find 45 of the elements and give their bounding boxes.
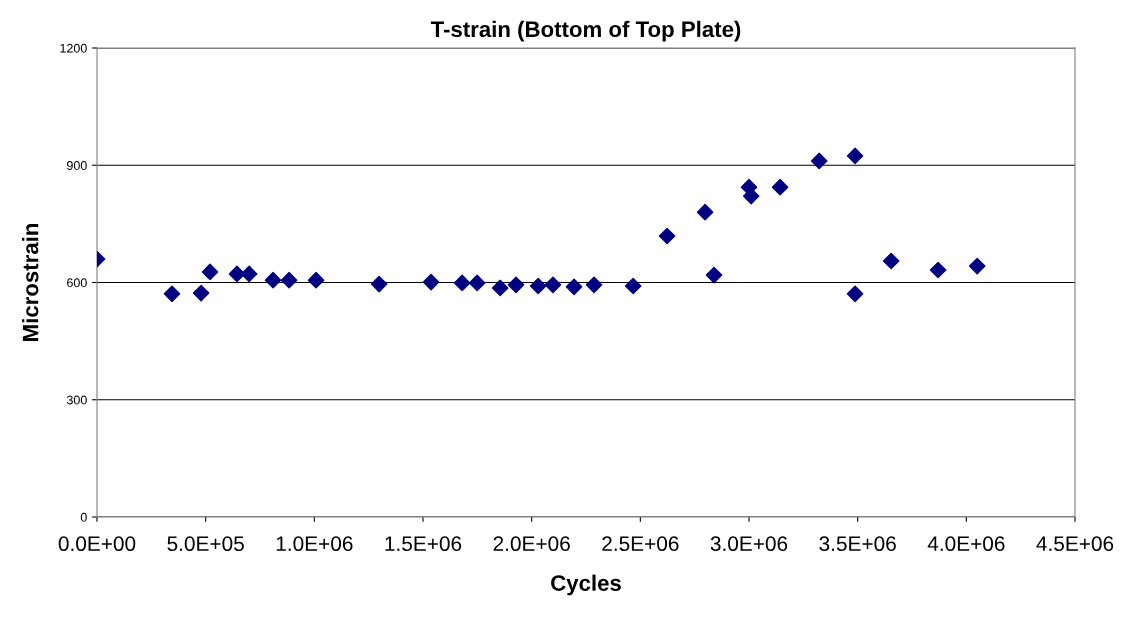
point	[968, 257, 986, 275]
chart-title: T-strain (Bottom of Top Plate)	[430, 20, 741, 42]
point	[624, 277, 642, 295]
x-tick-label: 0.0E+00	[58, 536, 136, 552]
y-tick-label: 1200	[60, 43, 87, 53]
point	[810, 152, 828, 170]
point	[565, 278, 583, 296]
x-tick-label: 3.5E+06	[819, 536, 896, 552]
point	[468, 274, 486, 292]
x-tick-label: 2.5E+06	[602, 536, 679, 552]
point	[280, 271, 298, 289]
y-tick-label: 600	[67, 278, 87, 288]
point	[307, 271, 325, 289]
x-tick-label: 1.0E+06	[276, 536, 353, 552]
y-tick-label: 900	[67, 161, 87, 170]
y-axis-title: Microstrain	[22, 223, 39, 341]
point	[846, 147, 864, 165]
point	[544, 276, 562, 294]
point	[422, 273, 440, 291]
point	[529, 277, 547, 295]
y-tick-label: 300	[66, 395, 87, 405]
point	[491, 279, 509, 297]
point	[771, 178, 789, 196]
x-tick-label: 4.0E+06	[927, 536, 1005, 552]
point	[658, 227, 676, 245]
point	[585, 276, 603, 294]
point	[453, 274, 471, 292]
x-tick-label: 5.0E+05	[167, 536, 244, 552]
x-tick-label: 4.5E+06	[1036, 536, 1114, 552]
point	[705, 266, 723, 284]
point	[846, 285, 864, 303]
y-tick-label: 0	[80, 512, 87, 522]
point	[882, 252, 900, 270]
point	[370, 275, 388, 293]
point	[696, 203, 714, 221]
point	[507, 276, 525, 294]
x-tick-label: 3.0E+06	[710, 536, 788, 552]
x-tick-label: 2.0E+06	[493, 536, 570, 552]
point	[163, 285, 181, 303]
point	[192, 284, 210, 302]
x-tick-label: 1.5E+06	[385, 536, 462, 552]
point	[264, 271, 282, 289]
point	[929, 261, 947, 279]
x-axis-title: Cycles	[551, 574, 621, 596]
point	[201, 263, 219, 281]
